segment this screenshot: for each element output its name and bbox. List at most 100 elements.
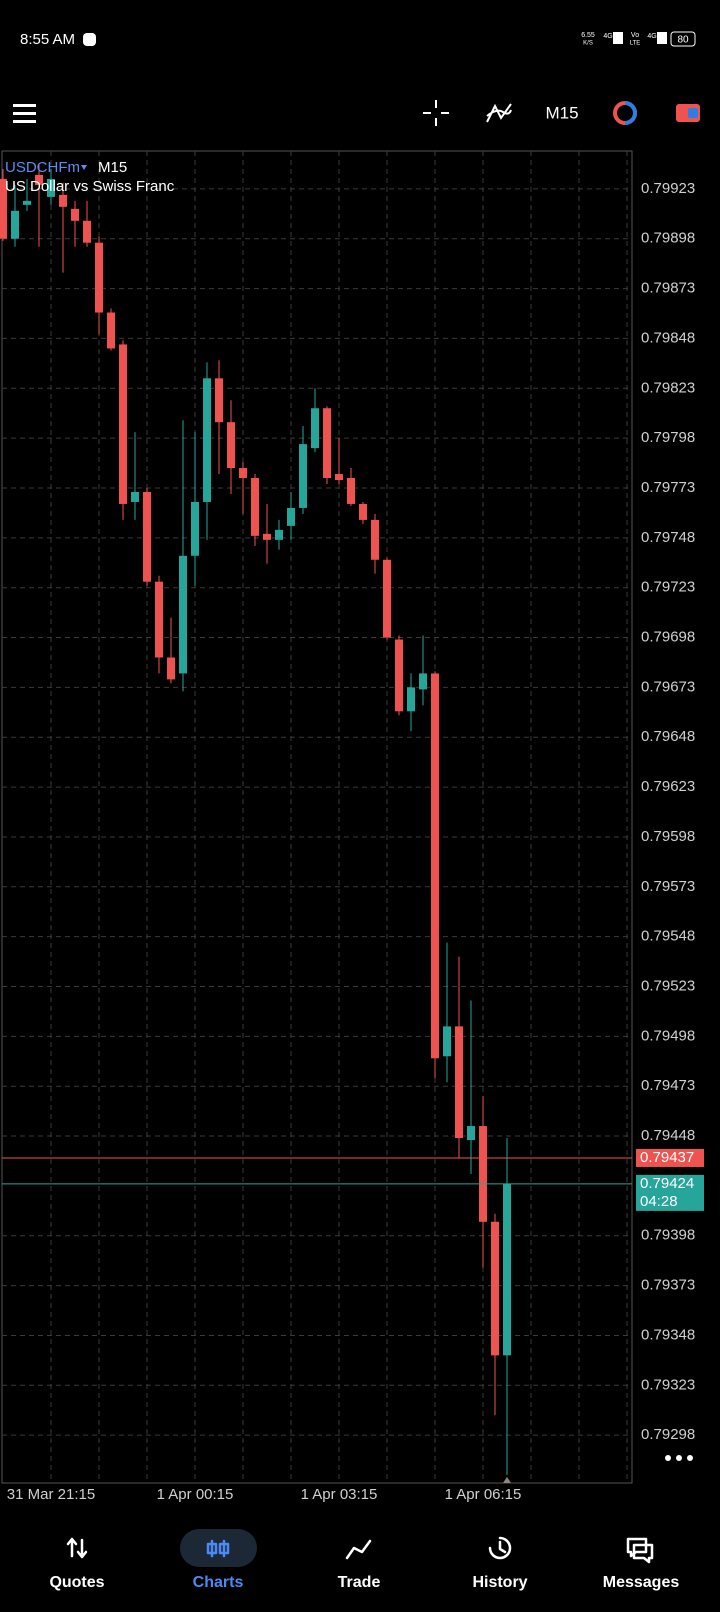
status-lte: LTE <box>630 41 641 47</box>
y-tick-label: 0.79848 <box>641 329 695 346</box>
status-icon <box>83 33 96 46</box>
countdown-label: 04:28 <box>640 1193 678 1210</box>
timeframe-button[interactable]: M15 <box>545 103 578 122</box>
candle-body <box>131 491 139 502</box>
candle-body <box>35 174 43 185</box>
price-label-box <box>636 1174 704 1211</box>
y-tick-label: 0.79873 <box>641 280 695 297</box>
status-time: 8:55 AM <box>20 31 75 48</box>
candle-body <box>155 581 163 658</box>
candle-body <box>263 533 271 540</box>
y-tick-label: 0.79623 <box>641 778 695 795</box>
crosshair-button[interactable] <box>423 100 449 126</box>
y-tick-label: 0.79498 <box>641 1027 695 1044</box>
candle-body <box>395 639 403 712</box>
candle-body <box>359 503 367 520</box>
y-tick-label: 0.79823 <box>641 379 695 396</box>
status-net: 4G <box>647 33 656 40</box>
candle-body <box>143 491 151 582</box>
battery-level: 80 <box>677 35 689 46</box>
signal-icon <box>613 32 623 44</box>
candle-body <box>0 178 7 239</box>
menu-button[interactable] <box>13 104 36 123</box>
candle-body <box>167 657 175 680</box>
y-tick-label: 0.79348 <box>641 1326 695 1343</box>
x-tick-label: 1 Apr 03:15 <box>301 1486 378 1503</box>
candle-body <box>71 208 79 221</box>
candle-body <box>503 1183 511 1356</box>
price-marker <box>503 1477 511 1483</box>
y-tick-label: 0.79323 <box>641 1376 695 1393</box>
candle-body <box>347 478 355 504</box>
candle-body <box>299 444 307 508</box>
y-tick-label: 0.79573 <box>641 878 695 895</box>
nav-icon <box>66 1537 88 1559</box>
x-tick-label: 1 Apr 00:15 <box>157 1486 234 1503</box>
candle-body <box>83 220 91 243</box>
menu-bar <box>13 112 36 115</box>
candle-body <box>479 1126 487 1222</box>
nav-item[interactable]: Charts <box>180 1529 257 1591</box>
candle-body <box>275 529 283 540</box>
candle-body <box>287 507 295 526</box>
y-tick-label: 0.79673 <box>641 678 695 695</box>
nav-label: Trade <box>338 1574 381 1591</box>
menu-bar <box>13 120 36 123</box>
signal-icon <box>657 32 667 44</box>
objects-button[interactable] <box>613 101 637 125</box>
indicators-button[interactable] <box>486 103 512 123</box>
nav-label: Quotes <box>49 1574 104 1591</box>
symbol: USDCHFm <box>5 159 80 176</box>
candle-body <box>47 178 55 197</box>
battery <box>670 31 696 47</box>
nav-icon <box>626 1537 654 1564</box>
chart-frame <box>1 150 633 1484</box>
y-tick-label: 0.79773 <box>641 479 695 496</box>
y-tick-label: 0.79748 <box>641 529 695 546</box>
status-speed-unit: K/S <box>583 41 593 47</box>
nav-item[interactable]: Quotes <box>49 1537 105 1591</box>
candle-body <box>215 378 223 423</box>
symbol-dropdown[interactable] <box>81 165 87 170</box>
candle-body <box>467 1126 475 1141</box>
candle-body <box>431 673 439 1059</box>
nav-item[interactable]: History <box>472 1536 528 1591</box>
nav-label: History <box>472 1574 527 1591</box>
candle-body <box>443 1026 451 1057</box>
candle-body <box>23 200 31 205</box>
grid <box>2 151 632 1483</box>
candle-body <box>95 242 103 313</box>
price-label: 0.79424 <box>640 1175 694 1192</box>
y-tick-label: 0.79548 <box>641 928 695 945</box>
nav-icon <box>488 1536 512 1560</box>
candle-body <box>119 344 127 504</box>
y-tick-label: 0.79373 <box>641 1277 695 1294</box>
y-tick-label: 0.79523 <box>641 977 695 994</box>
candle-body <box>383 559 391 638</box>
nav-item[interactable]: Messages <box>603 1537 680 1591</box>
nav-item[interactable]: Trade <box>338 1539 381 1591</box>
candle-body <box>311 408 319 449</box>
timeframe: M15 <box>98 159 127 176</box>
candle-body <box>59 194 67 207</box>
chart-subtitle: US Dollar vs Swiss Franc <box>5 178 175 195</box>
y-tick-label: 0.79648 <box>641 728 695 745</box>
candle-body <box>491 1221 499 1356</box>
candle-body <box>239 468 247 479</box>
y-tick-label: 0.79698 <box>641 629 695 646</box>
candle-body <box>419 673 427 690</box>
menu-bar <box>13 104 36 107</box>
price-label-box <box>636 1148 704 1167</box>
x-tick-label: 31 Mar 21:15 <box>7 1486 95 1503</box>
status-volte: Vo <box>631 32 639 39</box>
y-tick-label: 0.79398 <box>641 1227 695 1244</box>
chart-header: USDCHFm M15 <box>5 159 127 176</box>
trade-button[interactable] <box>676 104 700 122</box>
more-button[interactable] <box>665 1455 693 1461</box>
y-tick-label: 0.79898 <box>641 230 695 247</box>
candle-body <box>227 422 235 469</box>
nav-active-pill <box>180 1529 257 1567</box>
